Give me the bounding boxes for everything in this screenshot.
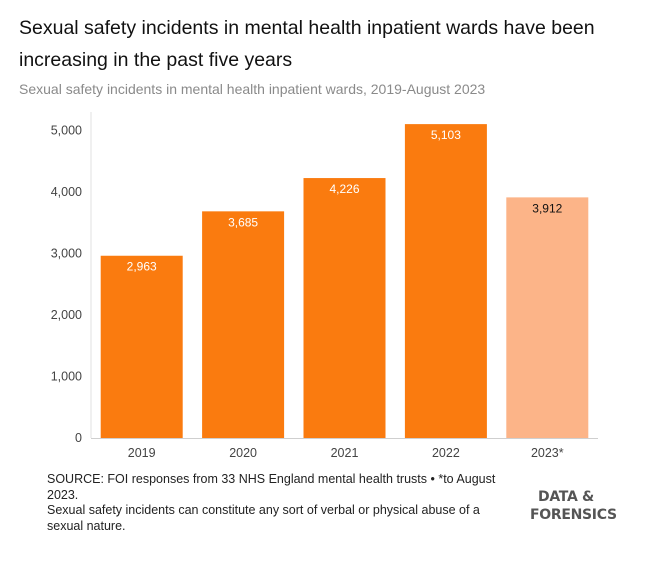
bar-value-label: 3,912 [532,201,562,215]
x-tick-label: 2022 [432,446,460,460]
bar-chart: 0 1,000 2,000 3,000 4,000 5,000 2,963 2019 3,685… [51,112,598,460]
bar-value-label: 5,103 [431,128,461,142]
bar-value-label: 2,963 [127,260,157,274]
bar [202,211,285,438]
chart-title: Sexual safety incidents in mental health… [19,17,595,71]
x-tick-label: 2019 [128,446,156,460]
brand-logo: DATA & FORENSICS [530,488,617,524]
y-tick-label: 5,000 [51,123,82,137]
x-tick-label: 2021 [331,446,359,460]
definition-note: Sexual safety incidents can constitute a… [47,503,480,533]
bar [506,197,589,438]
bar [404,124,487,438]
y-tick-label: 1,000 [51,369,82,383]
chart-subtitle: Sexual safety incidents in mental health… [19,81,486,97]
brand-line-2: FORENSICS [530,507,617,523]
x-tick-label: 2020 [229,446,257,460]
bar-value-label: 3,685 [228,215,258,229]
y-tick-label: 2,000 [51,308,82,322]
source-note: SOURCE: FOI responses from 33 NHS Englan… [47,472,496,502]
y-tick-label: 3,000 [51,246,82,260]
bar [100,255,183,438]
chart-footer: SOURCE: FOI responses from 33 NHS Englan… [47,472,517,534]
brand-line-1: DATA & [538,489,594,505]
bar [303,178,386,438]
y-tick-label: 0 [75,431,82,445]
bar-value-label: 4,226 [329,182,359,196]
x-tick-label: 2023* [531,446,564,460]
y-tick-label: 4,000 [51,185,82,199]
